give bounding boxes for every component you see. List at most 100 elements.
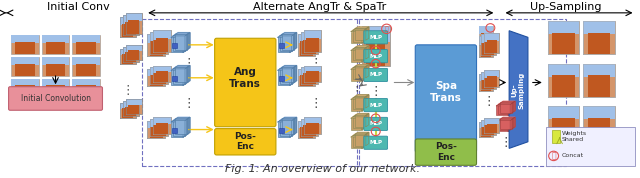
FancyBboxPatch shape (301, 119, 319, 126)
FancyBboxPatch shape (364, 136, 388, 149)
Text: Pos-
Enc: Pos- Enc (435, 142, 457, 162)
FancyBboxPatch shape (125, 100, 141, 114)
Polygon shape (294, 66, 297, 82)
FancyBboxPatch shape (479, 36, 493, 57)
FancyBboxPatch shape (120, 49, 136, 55)
Polygon shape (187, 117, 190, 134)
FancyBboxPatch shape (279, 128, 284, 133)
Text: Pos-
Enc: Pos- Enc (234, 132, 256, 151)
Text: ⋮: ⋮ (309, 57, 322, 70)
Polygon shape (500, 117, 515, 119)
FancyBboxPatch shape (307, 38, 319, 52)
FancyBboxPatch shape (588, 33, 610, 54)
Polygon shape (353, 47, 367, 49)
FancyBboxPatch shape (125, 100, 141, 105)
FancyBboxPatch shape (72, 79, 100, 86)
FancyBboxPatch shape (303, 66, 321, 82)
FancyBboxPatch shape (154, 117, 171, 134)
FancyBboxPatch shape (307, 72, 319, 82)
FancyBboxPatch shape (364, 31, 388, 44)
FancyBboxPatch shape (355, 134, 366, 146)
FancyBboxPatch shape (278, 37, 290, 52)
Polygon shape (351, 30, 365, 32)
FancyBboxPatch shape (496, 106, 508, 116)
FancyBboxPatch shape (484, 42, 494, 55)
FancyBboxPatch shape (72, 35, 100, 54)
FancyBboxPatch shape (153, 73, 166, 84)
FancyBboxPatch shape (364, 98, 388, 112)
FancyBboxPatch shape (150, 32, 168, 41)
FancyBboxPatch shape (481, 35, 496, 55)
Polygon shape (290, 68, 292, 85)
FancyBboxPatch shape (282, 35, 294, 49)
FancyBboxPatch shape (125, 13, 141, 33)
FancyBboxPatch shape (351, 137, 362, 148)
FancyBboxPatch shape (123, 15, 138, 23)
FancyBboxPatch shape (481, 35, 496, 43)
FancyBboxPatch shape (362, 26, 390, 42)
Polygon shape (353, 134, 367, 136)
Polygon shape (510, 119, 513, 130)
Polygon shape (355, 46, 369, 48)
Text: ⓒ: ⓒ (551, 151, 556, 160)
FancyBboxPatch shape (300, 127, 313, 138)
Polygon shape (351, 67, 365, 69)
Polygon shape (508, 104, 511, 116)
Polygon shape (496, 104, 511, 106)
Text: MLP: MLP (369, 103, 382, 108)
FancyBboxPatch shape (147, 33, 165, 43)
Polygon shape (187, 66, 190, 82)
FancyBboxPatch shape (282, 119, 294, 134)
Polygon shape (290, 35, 292, 52)
FancyBboxPatch shape (280, 36, 292, 51)
FancyBboxPatch shape (484, 118, 499, 124)
FancyBboxPatch shape (353, 49, 364, 60)
FancyBboxPatch shape (479, 26, 493, 45)
FancyBboxPatch shape (280, 121, 292, 136)
FancyBboxPatch shape (46, 64, 65, 76)
FancyBboxPatch shape (123, 47, 138, 62)
Polygon shape (278, 120, 292, 122)
FancyBboxPatch shape (154, 30, 171, 39)
Text: MLP: MLP (369, 72, 382, 77)
FancyBboxPatch shape (72, 57, 100, 65)
FancyBboxPatch shape (125, 107, 136, 116)
Polygon shape (355, 114, 369, 116)
FancyBboxPatch shape (353, 30, 364, 41)
FancyBboxPatch shape (548, 21, 579, 54)
Polygon shape (496, 120, 511, 122)
FancyBboxPatch shape (583, 21, 615, 35)
Text: Initial Conv: Initial Conv (47, 2, 110, 12)
FancyBboxPatch shape (353, 98, 364, 109)
FancyBboxPatch shape (496, 122, 508, 131)
FancyBboxPatch shape (353, 117, 364, 128)
FancyBboxPatch shape (147, 69, 165, 86)
Text: ⓒ: ⓒ (385, 26, 388, 32)
FancyBboxPatch shape (172, 128, 177, 133)
Text: ⋮: ⋮ (122, 83, 134, 96)
FancyBboxPatch shape (46, 42, 65, 54)
FancyBboxPatch shape (72, 57, 100, 76)
FancyBboxPatch shape (128, 20, 139, 33)
Polygon shape (280, 34, 294, 36)
FancyBboxPatch shape (77, 85, 96, 98)
FancyBboxPatch shape (156, 72, 168, 82)
FancyBboxPatch shape (298, 69, 316, 76)
FancyBboxPatch shape (481, 80, 491, 91)
FancyBboxPatch shape (301, 32, 319, 54)
Polygon shape (294, 117, 297, 134)
FancyBboxPatch shape (303, 40, 316, 54)
FancyBboxPatch shape (548, 21, 579, 35)
FancyBboxPatch shape (123, 15, 138, 35)
FancyBboxPatch shape (355, 48, 366, 59)
Polygon shape (185, 119, 188, 136)
FancyBboxPatch shape (154, 117, 171, 124)
Polygon shape (362, 98, 365, 111)
FancyBboxPatch shape (301, 67, 319, 84)
FancyBboxPatch shape (154, 66, 171, 82)
FancyBboxPatch shape (125, 22, 136, 35)
Polygon shape (187, 33, 190, 49)
FancyBboxPatch shape (11, 79, 39, 86)
FancyBboxPatch shape (42, 79, 69, 98)
FancyBboxPatch shape (42, 57, 69, 76)
